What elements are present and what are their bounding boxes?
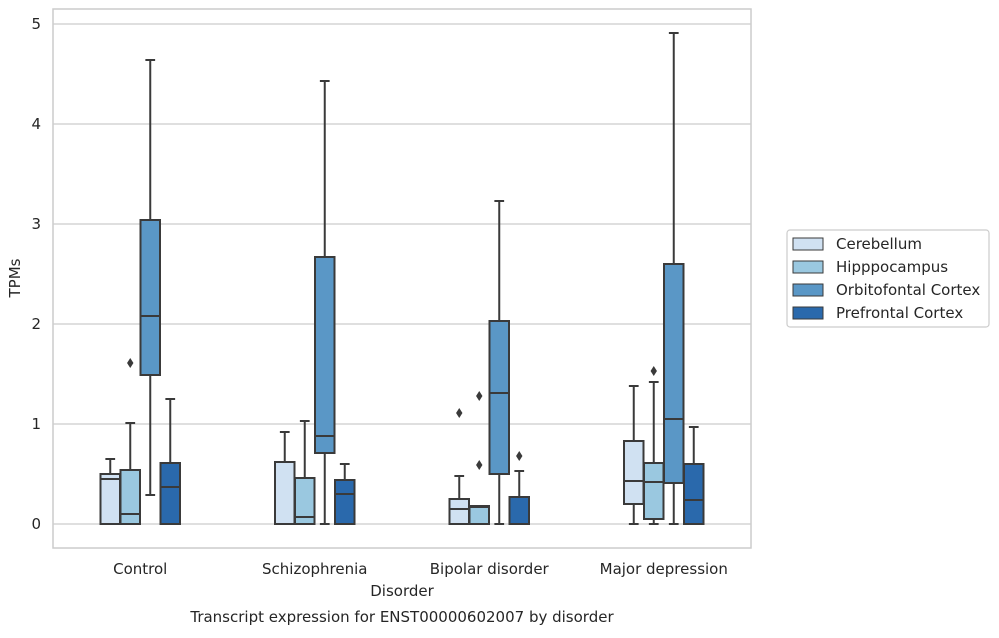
box-prefrontal-cortex bbox=[683, 426, 705, 525]
legend-swatch bbox=[792, 283, 824, 297]
legend: Cerebellum Hipppocampus Orbitofontal Corte… bbox=[786, 229, 990, 328]
y-tick-label: 0 bbox=[31, 515, 41, 533]
outlier-point bbox=[516, 451, 523, 461]
box-cerebellum bbox=[448, 408, 470, 525]
box-iqr bbox=[139, 219, 161, 376]
box-iqr bbox=[623, 440, 645, 505]
box-iqr bbox=[294, 477, 316, 525]
box-hipppocampus bbox=[643, 366, 665, 525]
x-tick-label: Schizophrenia bbox=[262, 560, 367, 578]
box-iqr bbox=[119, 469, 141, 525]
box-iqr bbox=[159, 462, 181, 525]
y-tick-label: 2 bbox=[31, 315, 41, 333]
y-tick-label: 5 bbox=[31, 15, 41, 33]
x-tick-labels: Control Schizophrenia Bipolar disorder Majo… bbox=[113, 560, 728, 578]
box-iqr bbox=[663, 263, 685, 484]
x-tick-label: Major depression bbox=[600, 560, 728, 578]
y-tick-label: 3 bbox=[31, 215, 41, 233]
box-orbitofontal-cortex bbox=[488, 200, 510, 525]
box-prefrontal-cortex bbox=[508, 451, 530, 525]
x-tick-label: Control bbox=[113, 560, 167, 578]
legend-frame bbox=[786, 229, 990, 328]
outlier-point bbox=[476, 460, 483, 470]
legend-label: Orbitofontal Cortex bbox=[836, 281, 980, 299]
outlier-point bbox=[476, 391, 483, 401]
box-iqr bbox=[488, 320, 510, 475]
box-iqr bbox=[314, 256, 336, 454]
box-prefrontal-cortex bbox=[159, 398, 181, 525]
box-orbitofontal-cortex bbox=[139, 59, 161, 496]
box-iqr bbox=[448, 498, 470, 525]
legend-label: Prefrontal Cortex bbox=[836, 304, 963, 322]
box-iqr bbox=[334, 479, 356, 525]
box-orbitofontal-cortex bbox=[663, 32, 685, 525]
figure-caption: Transcript expression for ENST0000060200… bbox=[189, 608, 614, 626]
box-series bbox=[99, 32, 705, 525]
legend-label: Cerebellum bbox=[836, 235, 922, 253]
box-prefrontal-cortex bbox=[334, 463, 356, 525]
y-tick-label: 1 bbox=[31, 415, 41, 433]
y-tick-labels: 0 1 2 3 4 5 bbox=[31, 15, 41, 533]
legend-swatch bbox=[792, 306, 824, 320]
legend-label: Hipppocampus bbox=[836, 258, 948, 276]
box-orbitofontal-cortex bbox=[314, 80, 336, 525]
box-hipppocampus bbox=[294, 420, 316, 525]
box-iqr bbox=[508, 496, 530, 525]
box-hipppocampus bbox=[119, 358, 141, 525]
box-iqr bbox=[468, 505, 490, 525]
box-iqr bbox=[683, 463, 705, 525]
box-cerebellum bbox=[99, 458, 121, 525]
outlier-point bbox=[456, 408, 463, 418]
outlier-point bbox=[127, 358, 134, 368]
legend-swatch bbox=[792, 237, 824, 251]
y-tick-label: 4 bbox=[31, 115, 41, 133]
x-axis-label: Disorder bbox=[370, 582, 434, 600]
plot-frame bbox=[52, 8, 752, 549]
legend-swatch bbox=[792, 260, 824, 274]
outlier-point bbox=[650, 366, 657, 376]
box-iqr bbox=[274, 461, 296, 525]
box-cerebellum bbox=[623, 385, 645, 525]
box-cerebellum bbox=[274, 431, 296, 525]
box-iqr bbox=[99, 473, 121, 525]
y-axis-label: TPMs bbox=[6, 258, 24, 298]
x-tick-label: Bipolar disorder bbox=[430, 560, 550, 578]
box-iqr bbox=[643, 462, 665, 520]
box-hipppocampus bbox=[468, 391, 490, 525]
